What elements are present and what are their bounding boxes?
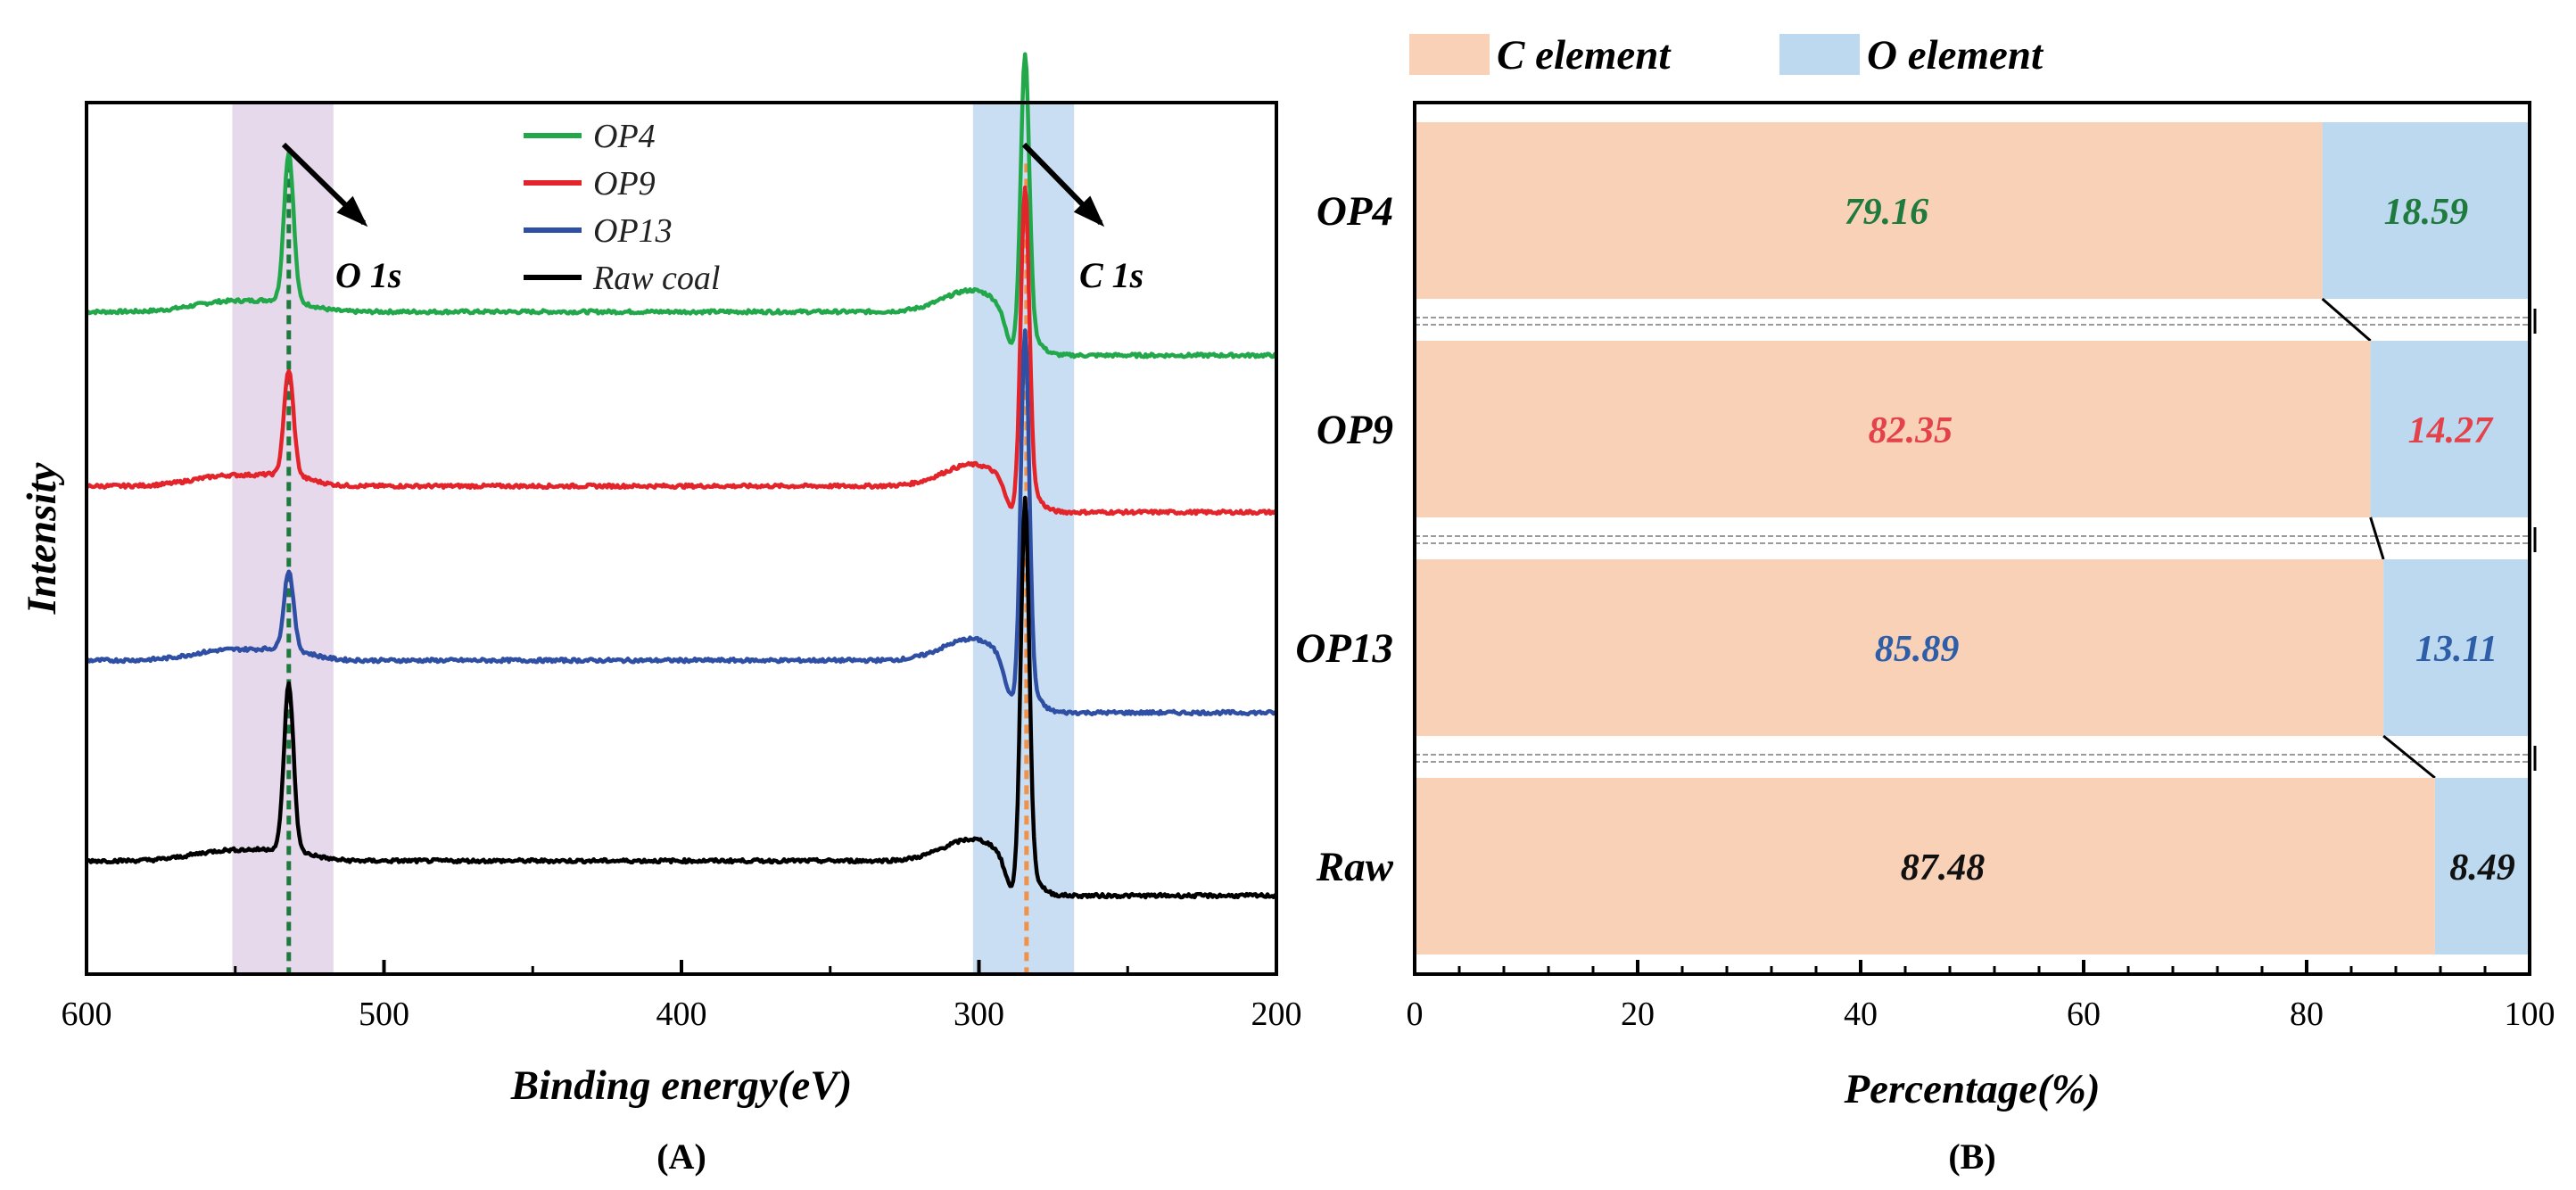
- x-tick-label: 80: [2290, 996, 2324, 1033]
- connector-line: [2369, 516, 2385, 560]
- arrow-c1s-head: [1073, 195, 1105, 227]
- legend-label: O element: [1867, 32, 2044, 79]
- legend-swatch-c-element: [1409, 34, 1490, 75]
- bar-value-label-c: 87.48: [1901, 847, 1986, 888]
- spectrum-line-op13: [85, 328, 1278, 717]
- panel-b-element-percentage: C element O element 79.16 18.59 OP4 82.35 14.2…: [1295, 32, 2555, 1177]
- bar-o-element-raw: [2434, 778, 2530, 954]
- legend-label: OP9: [593, 165, 656, 202]
- bar-value-label-o: 8.49: [2449, 847, 2515, 888]
- panel-a-xps-spectra: O 1s C 1s OP4 OP9 OP13 Raw coal 600 500 400 300 20…: [19, 52, 1302, 1177]
- bar-value-label-c: 85.89: [1875, 629, 1960, 670]
- legend-label: OP13: [593, 212, 673, 250]
- y-axis-title: Intensity: [19, 462, 65, 615]
- legend-label: C element: [1497, 32, 1672, 79]
- x-axis-title: Binding energy(eV): [510, 1062, 853, 1109]
- x-tick-label: 20: [1621, 996, 1655, 1033]
- bar-o-element-op4: [2322, 122, 2530, 299]
- bar-value-label-c: 79.16: [1845, 192, 1929, 233]
- spectrum-line-raw-coal: [85, 495, 1278, 900]
- bar-value-label-o: 14.27: [2408, 410, 2495, 451]
- bar-o-element-op13: [2383, 559, 2530, 736]
- spectrum-line-op4: [86, 52, 1277, 359]
- spectrum-line-op9: [85, 185, 1277, 516]
- annotation-o1s: O 1s: [335, 255, 401, 295]
- bar-value-label-o: 13.11: [2415, 629, 2498, 670]
- bar-c-element-raw: [1415, 778, 2435, 954]
- connector-line: [2321, 297, 2372, 343]
- arrow-o1s-head: [336, 195, 368, 227]
- bar-o-element-op9: [2370, 341, 2530, 517]
- annotation-c1s: C 1s: [1079, 255, 1144, 295]
- category-label-raw: Raw: [1316, 844, 1394, 890]
- panel-label-a: (A): [656, 1136, 706, 1177]
- x-tick-label: 300: [954, 996, 1004, 1033]
- category-label-op4: OP4: [1317, 188, 1393, 235]
- bar-c-element-op4: [1415, 122, 2323, 299]
- x-axis-title: Percentage(%): [1843, 1066, 2100, 1112]
- x-tick-label: 100: [2505, 996, 2555, 1033]
- x-tick-label: 40: [1844, 996, 1878, 1033]
- category-label-op13: OP13: [1295, 625, 1393, 672]
- x-tick-label: 400: [656, 996, 707, 1033]
- panel-label-b: (B): [1948, 1136, 1995, 1177]
- x-tick-label: 0: [1407, 996, 1424, 1033]
- legend-label: OP4: [593, 118, 656, 155]
- plot-frame: [1413, 101, 2531, 976]
- legend-swatch-o-element: [1779, 34, 1860, 75]
- x-tick-label: 60: [2067, 996, 2101, 1033]
- bar-c-element-op13: [1415, 559, 2384, 736]
- legend-label: Raw coal: [592, 260, 720, 297]
- bar-value-label-c: 82.35: [1869, 410, 1953, 451]
- x-tick-label: 200: [1251, 996, 1302, 1033]
- bar-value-label-o: 18.59: [2384, 192, 2469, 233]
- x-tick-label: 500: [359, 996, 409, 1033]
- bar-c-element-op9: [1415, 341, 2371, 517]
- category-label-op9: OP9: [1317, 407, 1393, 453]
- x-tick-label: 600: [62, 996, 112, 1033]
- connector-line: [2382, 734, 2436, 780]
